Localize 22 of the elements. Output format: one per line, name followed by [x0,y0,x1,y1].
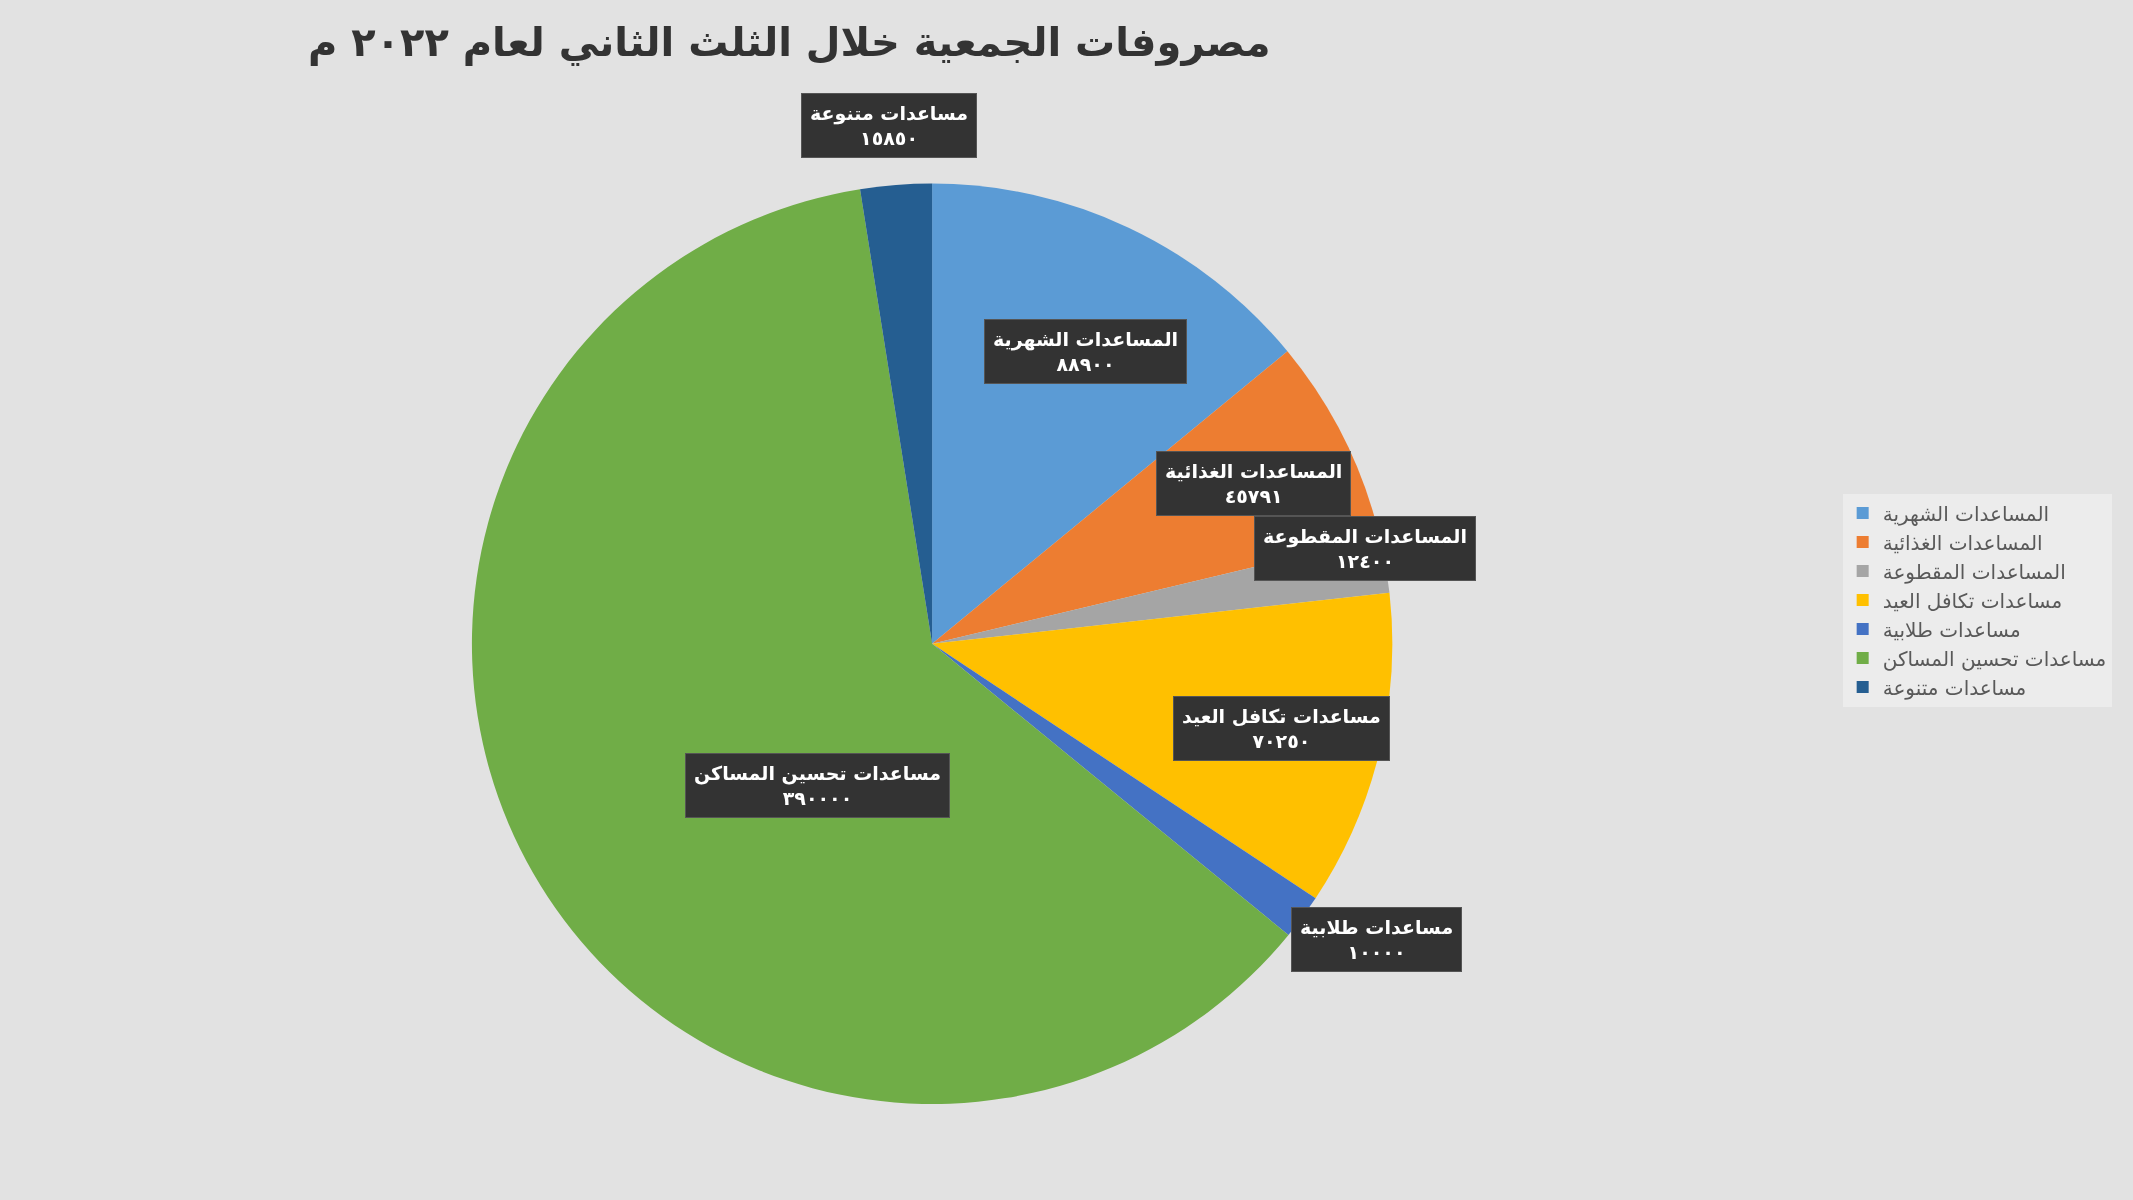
data-label: ٤٥٧٩١ [1224,484,1283,507]
chart-title: مصروفات الجمعية خلال الثلث الثاني لعام ٢٠٢٢ م [307,19,1271,66]
data-label: ١٠٠٠٠ [1347,940,1406,963]
legend-label: مساعدات متنوعة [1882,675,2027,700]
legend-label: المساعدات الشهرية [1882,501,2050,526]
legend-label: المساعدات الغذائية [1882,530,2043,555]
data-label: ٣٩٠٠٠٠ [782,786,853,809]
slice-label: مساعدات تحسين المساكن [694,762,942,785]
data-label: ٨٨٩٠٠ [1056,352,1115,375]
slice-label: مساعدات متنوعة [810,102,969,125]
data-label: ١٥٨٥٠ [860,126,919,149]
legend-label: مساعدات تكافل العيد [1882,588,2063,613]
legend-label: المساعدات المقطوعة [1882,559,2066,584]
slice-label: مساعدات تكافل العيد [1182,705,1381,727]
slice-label: المساعدات الغذائية [1165,460,1343,482]
slice-label: المساعدات المقطوعة [1263,525,1468,548]
legend-label: مساعدات تحسين المساكن [1882,646,2107,671]
data-label: ١٢٤٠٠ [1336,549,1394,572]
legend-label: مساعدات طلابية [1882,617,2021,642]
slice-label: المساعدات الشهرية [993,328,1179,351]
data-label: ٧٠٢٥٠ [1252,729,1311,752]
slice-label: مساعدات طلابية [1300,916,1454,938]
